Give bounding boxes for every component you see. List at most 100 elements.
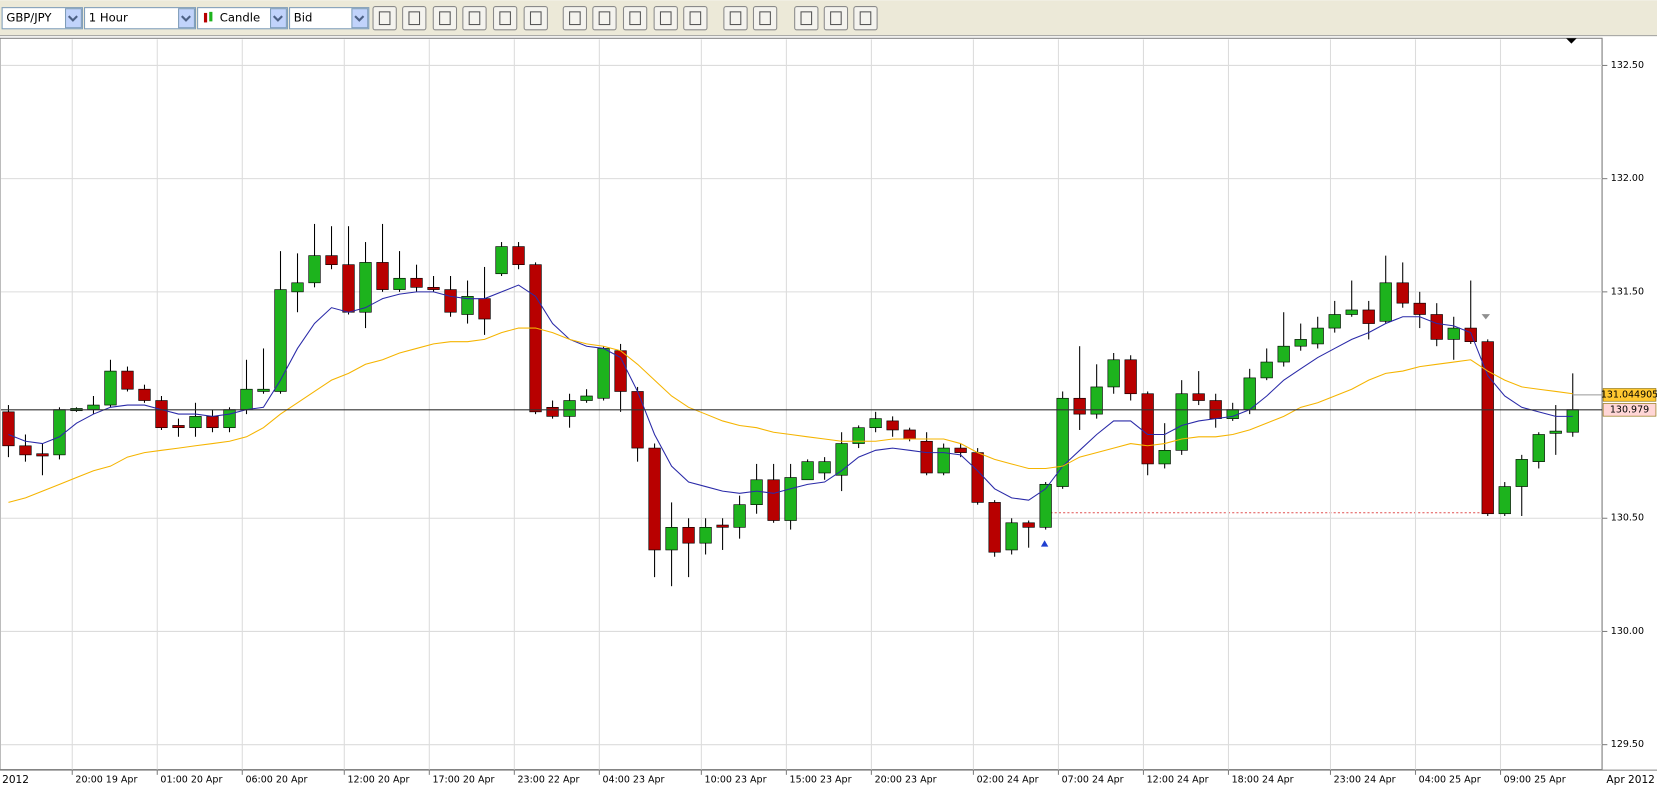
candle-body (104, 370, 117, 406)
candle-body (1192, 393, 1205, 401)
symbol-text: GBP/JPY (6, 11, 52, 25)
candle-body (1090, 386, 1103, 415)
candle-body (869, 418, 882, 429)
candle-body (1141, 393, 1154, 465)
candle-body (1039, 483, 1052, 528)
toolbar-button[interactable] (432, 6, 458, 31)
toolbar-buttons (372, 6, 878, 31)
candle-body (240, 388, 253, 410)
candle-body (461, 296, 474, 315)
price-text: Bid (294, 11, 313, 25)
candle-body (920, 440, 933, 474)
candle-body (1379, 282, 1392, 322)
toolbar-button[interactable] (372, 6, 397, 31)
candle-body (1022, 522, 1035, 528)
candle-body (546, 407, 559, 417)
candle-body (1158, 450, 1171, 465)
period-select[interactable] (84, 7, 197, 30)
toolbar-button[interactable] (653, 6, 678, 31)
candle-body (87, 404, 100, 410)
price-select[interactable] (289, 7, 370, 30)
candle-body (444, 289, 457, 313)
dropdown-arrow[interactable] (351, 8, 369, 29)
candle-body (1481, 341, 1494, 515)
button-icon (569, 11, 581, 26)
button-icon (439, 11, 451, 26)
toolbar-button[interactable] (622, 6, 648, 31)
period-start: 2012 (2, 774, 29, 786)
x-tick-label: 20:00 19 Apr (75, 775, 137, 786)
toolbar-controls: GBP/JPY 1 Hour Candle Bid (1, 7, 370, 30)
style-select[interactable] (197, 7, 288, 30)
x-tick-label: 04:00 23 Apr (603, 775, 665, 786)
candle-body (291, 282, 304, 293)
scroll-marker (1566, 38, 1577, 44)
dropdown-arrow[interactable] (64, 8, 82, 29)
style-text: Candle (220, 11, 260, 25)
symbol-select[interactable] (1, 7, 83, 30)
y-tick-label: 132.00 (1611, 173, 1644, 184)
button-icon (598, 11, 611, 26)
moving-average (8, 284, 1573, 501)
toolbar-button[interactable] (562, 6, 588, 31)
toolbar-button[interactable] (462, 6, 487, 31)
candle-body (903, 429, 916, 440)
candle-body (784, 477, 797, 521)
x-tick-label: 15:00 23 Apr (790, 775, 852, 786)
dropdown-arrow[interactable] (270, 8, 287, 29)
x-tick-label: 09:00 25 Apr (1504, 775, 1566, 786)
candle-body (1549, 430, 1562, 434)
candle-body (393, 277, 406, 290)
toolbar-button[interactable] (402, 6, 427, 31)
toolbar-button[interactable] (592, 6, 617, 31)
toolbar-button[interactable] (853, 6, 878, 31)
button-icon (629, 11, 641, 26)
candle-body (988, 502, 1001, 553)
candle-body (699, 526, 712, 544)
candle-icon (203, 12, 208, 23)
candle-body (1124, 359, 1137, 395)
button-icon (468, 11, 481, 26)
candle-body (1328, 314, 1341, 329)
button-icon (729, 11, 742, 26)
candle-body (1532, 434, 1545, 462)
x-tick-label: 01:00 20 Apr (160, 775, 222, 786)
candle-body (750, 479, 763, 505)
button-icon (529, 11, 542, 26)
candle-body (206, 416, 219, 429)
price-tag-label: 130.979 (1610, 404, 1649, 415)
candle-body (563, 400, 576, 417)
candle-body (325, 255, 338, 266)
candle-body (1005, 522, 1018, 551)
candle-body (1566, 409, 1579, 433)
toolbar-button[interactable] (823, 6, 849, 31)
candle-body (1260, 361, 1273, 379)
toolbar-button[interactable] (523, 6, 548, 31)
candle-body (53, 409, 66, 456)
candle-body (597, 348, 610, 399)
y-tick-label: 129.50 (1611, 739, 1644, 750)
toolbar-button[interactable] (752, 6, 778, 31)
candle-body (427, 287, 440, 290)
period-text: 1 Hour (89, 11, 128, 25)
candle-body (512, 246, 525, 266)
candle-body (1345, 309, 1358, 315)
x-tick-label: 10:00 23 Apr (705, 775, 767, 786)
toolbar-button[interactable] (794, 6, 819, 31)
x-tick-label: 17:00 20 Apr (432, 775, 494, 786)
candle-body (1175, 393, 1188, 451)
toolbar-button[interactable] (683, 6, 708, 31)
x-tick-label: 18:00 24 Apr (1232, 775, 1294, 786)
candle-body (274, 289, 287, 392)
x-tick-label: 07:00 24 Apr (1062, 775, 1124, 786)
dropdown-arrow[interactable] (178, 8, 195, 29)
toolbar-button[interactable] (723, 6, 748, 31)
x-tick-label: 04:00 25 Apr (1419, 775, 1481, 786)
candle-body (665, 526, 678, 551)
y-tick-label: 130.00 (1611, 626, 1644, 637)
toolbar-button[interactable] (492, 6, 518, 31)
candle-body (682, 526, 695, 544)
candle-body (818, 461, 831, 474)
y-tick-label: 132.50 (1611, 60, 1644, 71)
